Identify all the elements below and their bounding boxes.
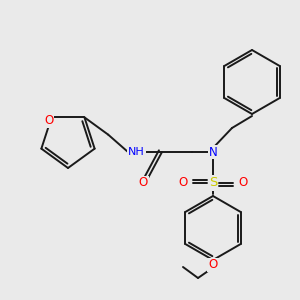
Text: O: O bbox=[138, 176, 148, 190]
Text: NH: NH bbox=[128, 147, 145, 157]
Text: N: N bbox=[208, 146, 217, 158]
Text: O: O bbox=[44, 114, 53, 127]
Text: O: O bbox=[238, 176, 247, 190]
Text: O: O bbox=[208, 259, 217, 272]
Text: S: S bbox=[209, 176, 217, 190]
Text: O: O bbox=[178, 176, 188, 190]
